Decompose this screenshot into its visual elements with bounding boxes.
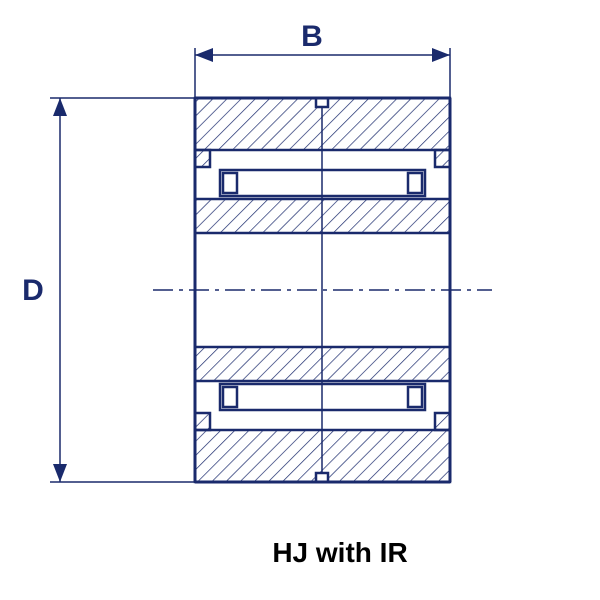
bearing-cross-section-diagram: B D HJ with IR [0,0,600,600]
dimension-d-label: D [22,274,44,307]
caption: HJ with IR [272,537,407,568]
dimension-d [50,98,195,482]
cross-section [153,98,492,482]
dimension-b [195,48,450,98]
dimension-b-label: B [301,20,323,53]
